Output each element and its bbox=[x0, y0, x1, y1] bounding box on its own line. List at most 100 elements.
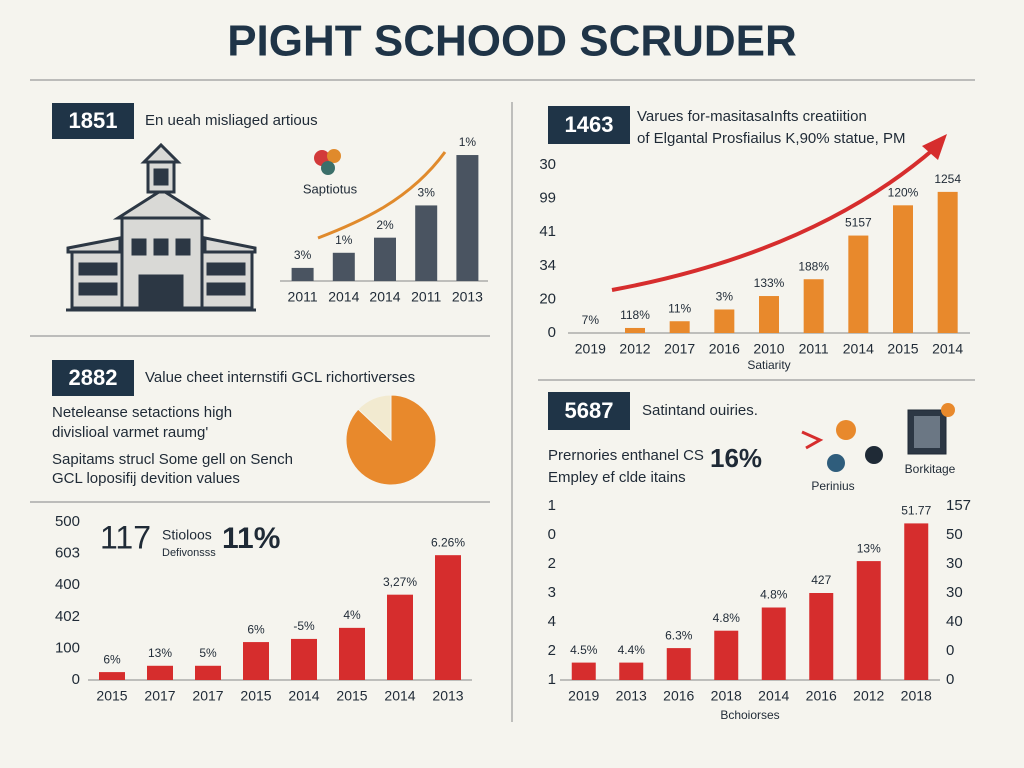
bar bbox=[435, 555, 461, 680]
bar-label: 1% bbox=[335, 233, 353, 247]
arrow-head bbox=[922, 134, 947, 160]
bar-label: 5157 bbox=[845, 216, 872, 230]
badge bbox=[52, 360, 134, 396]
x-axis-label: Satiarity bbox=[747, 358, 790, 372]
bar bbox=[339, 627, 365, 680]
bar-label: 13% bbox=[148, 646, 172, 660]
x-tick-label: 2015 bbox=[240, 688, 271, 704]
y-tick-label: 4 bbox=[548, 613, 556, 630]
bar bbox=[619, 662, 644, 680]
x-tick-label: 2015 bbox=[96, 688, 127, 704]
bar bbox=[625, 327, 645, 333]
bar bbox=[332, 252, 355, 281]
icon-label: Perinius bbox=[811, 479, 854, 493]
bar-label: 4.5% bbox=[570, 643, 598, 657]
bar-label: 133% bbox=[754, 276, 785, 290]
text-line: divislioal varmet raumg' bbox=[52, 424, 208, 441]
page-title: PIGHT SCHOOD SCRUDER bbox=[227, 17, 797, 66]
bar bbox=[415, 205, 438, 281]
x-tick-label: 2014 bbox=[328, 289, 359, 305]
big-number: 117 bbox=[100, 519, 151, 555]
x-tick-label: 2016 bbox=[709, 341, 740, 357]
bar bbox=[809, 593, 834, 680]
bar-label: 4.4% bbox=[618, 643, 646, 657]
x-tick-label: 2019 bbox=[575, 341, 606, 357]
x-tick-label: 2014 bbox=[843, 341, 874, 357]
bar bbox=[669, 321, 690, 333]
bar bbox=[904, 523, 929, 680]
caption: En ueah misliaged artious bbox=[145, 112, 318, 129]
x-tick-label: 2014 bbox=[758, 688, 789, 704]
x-tick-label: 2010 bbox=[753, 341, 784, 357]
bar bbox=[893, 205, 913, 333]
legend-icon bbox=[314, 149, 341, 175]
bar bbox=[387, 594, 413, 680]
heading: Satintand ouiries. bbox=[642, 402, 758, 419]
badge bbox=[52, 103, 134, 139]
icon-label: Borkitage bbox=[905, 462, 956, 476]
text-line: Sapitams strucl Some gell on Sench bbox=[52, 451, 293, 468]
y-tick-label: 603 bbox=[55, 545, 80, 562]
bar bbox=[848, 235, 869, 333]
pie-slice bbox=[357, 394, 392, 442]
y2-tick-label: 40 bbox=[946, 613, 963, 630]
x-tick-label: 2017 bbox=[192, 688, 223, 704]
x-tick-label: 2013 bbox=[432, 688, 463, 704]
y-tick-label: 2 bbox=[548, 642, 556, 659]
x-tick-label: 2013 bbox=[616, 688, 647, 704]
y-tick-label: 0 bbox=[548, 324, 556, 341]
badge-text: 1463 bbox=[565, 112, 614, 137]
badge bbox=[548, 392, 630, 430]
bar-label: 6% bbox=[103, 652, 121, 666]
x-tick-label: 2019 bbox=[568, 688, 599, 704]
trend-curve bbox=[317, 151, 447, 240]
bar bbox=[99, 672, 125, 680]
legend-label: Saptiotus bbox=[303, 181, 358, 196]
x-tick-label: 2014 bbox=[369, 289, 400, 305]
x-tick-label: 2018 bbox=[711, 688, 742, 704]
bar bbox=[571, 662, 596, 680]
x-tick-label: 2011 bbox=[411, 289, 441, 305]
bar-label: 7% bbox=[582, 313, 600, 327]
x-axis-label: Bchoiorses bbox=[720, 708, 779, 722]
y-tick-label: 1 bbox=[548, 497, 556, 514]
bar-label: 118% bbox=[620, 308, 650, 322]
y-tick-label: 34 bbox=[539, 257, 556, 274]
bar-label: 11% bbox=[668, 301, 691, 315]
caption-line: Varues for-masitasaInfts creatiition bbox=[637, 108, 867, 125]
x-tick-label: 2016 bbox=[806, 688, 837, 704]
y2-tick-label: 157 bbox=[946, 497, 971, 514]
bar-label: 6% bbox=[247, 622, 265, 636]
y-tick-label: 100 bbox=[55, 639, 80, 656]
text-line: Neteleanse setactions high bbox=[52, 404, 232, 421]
heading: Value cheet internstifi GCL richortivers… bbox=[145, 369, 415, 386]
x-tick-label: 2015 bbox=[336, 688, 367, 704]
bar-label: 188% bbox=[798, 259, 829, 273]
bar-label: 5% bbox=[199, 646, 217, 660]
text-line: Stioloos bbox=[162, 527, 212, 543]
x-tick-label: 2013 bbox=[452, 289, 483, 305]
bar-label: 3,27% bbox=[383, 575, 417, 589]
badge-text: 5687 bbox=[565, 398, 614, 423]
bar-label: 6.3% bbox=[665, 628, 693, 642]
bar-label: 2% bbox=[376, 218, 394, 232]
badge-text: 1851 bbox=[69, 108, 118, 133]
x-tick-label: 2014 bbox=[288, 688, 319, 704]
bar-label: -5% bbox=[293, 619, 315, 633]
x-tick-label: 2016 bbox=[663, 688, 694, 704]
bar-label: 6.26% bbox=[431, 535, 465, 549]
x-tick-label: 2014 bbox=[932, 341, 963, 357]
x-tick-label: 2017 bbox=[144, 688, 175, 704]
y-tick-label: 30 bbox=[539, 156, 556, 173]
y-tick-label: 1 bbox=[548, 671, 556, 688]
bar bbox=[714, 630, 739, 680]
x-tick-label: 2017 bbox=[664, 341, 695, 357]
y-tick-label: 500 bbox=[55, 513, 80, 530]
y-tick-label: 41 bbox=[539, 223, 556, 240]
x-tick-label: 2015 bbox=[887, 341, 918, 357]
bar-label: 3% bbox=[418, 186, 436, 200]
bar bbox=[243, 642, 269, 680]
text-line: Prernories enthanel CS bbox=[548, 447, 704, 464]
x-tick-label: 2011 bbox=[288, 289, 318, 305]
